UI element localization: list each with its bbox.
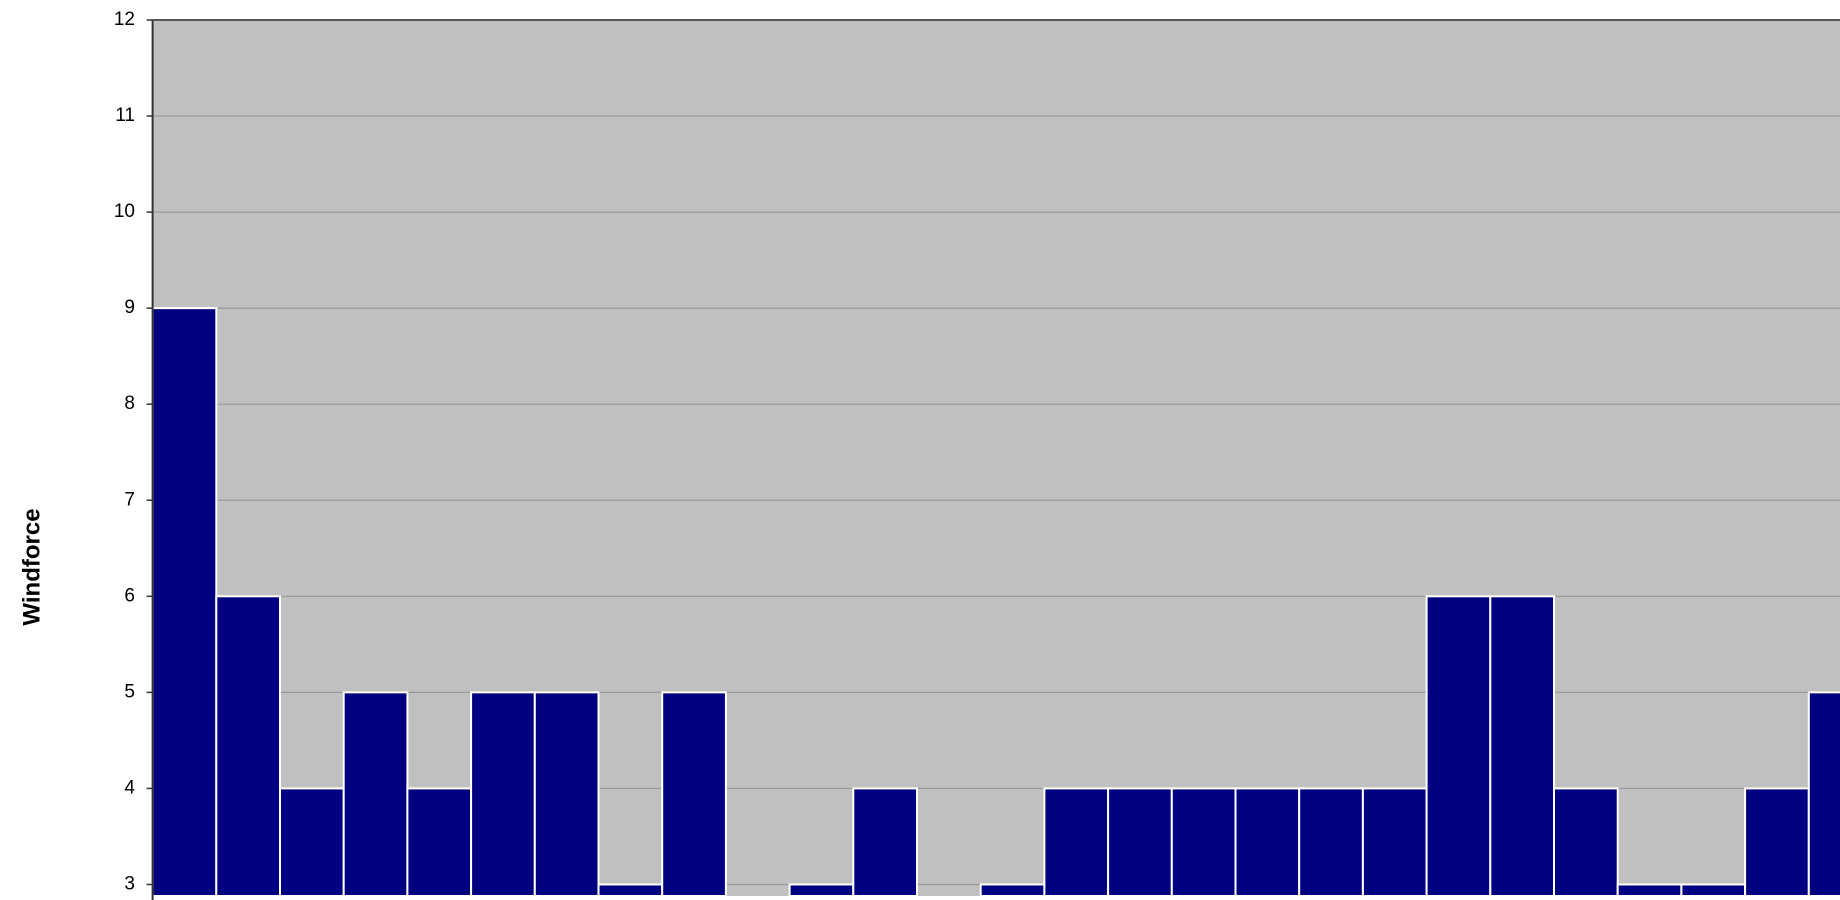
bar [1298, 787, 1364, 898]
bar [1234, 787, 1301, 898]
y-tick-label: 4 [124, 777, 135, 798]
bar [1553, 787, 1619, 898]
bar [1616, 883, 1683, 898]
bar [1489, 595, 1556, 897]
bar [1043, 787, 1110, 898]
bar [279, 787, 345, 898]
bar [215, 595, 282, 897]
bars [152, 307, 1840, 898]
bar [852, 787, 918, 898]
bar [152, 307, 218, 897]
bar [1107, 787, 1173, 898]
y-tick-label: 6 [124, 585, 135, 606]
bar [1680, 883, 1747, 898]
y-tick-label: 7 [124, 489, 135, 510]
y-tick-label: 8 [124, 393, 135, 414]
bar [1361, 787, 1428, 898]
y-axis-title: Windforce [18, 508, 45, 625]
bar [1425, 595, 1492, 897]
bar [1807, 691, 1840, 897]
y-tick-label: 9 [124, 297, 135, 318]
y-tick-label: 10 [114, 201, 135, 222]
bar [788, 883, 855, 898]
bar [533, 691, 600, 897]
y-tick-label: 3 [124, 873, 135, 894]
bar [342, 691, 409, 897]
plot-area [152, 20, 1840, 896]
bar [661, 691, 727, 897]
y-tick-label: 12 [114, 9, 135, 30]
bar [1170, 787, 1237, 898]
bar [597, 883, 664, 898]
y-tick-label: 5 [124, 681, 135, 702]
bar [979, 883, 1046, 898]
bar [406, 787, 473, 898]
bar [1744, 787, 1810, 898]
y-tick-label: 11 [115, 105, 135, 126]
bar [470, 691, 536, 897]
